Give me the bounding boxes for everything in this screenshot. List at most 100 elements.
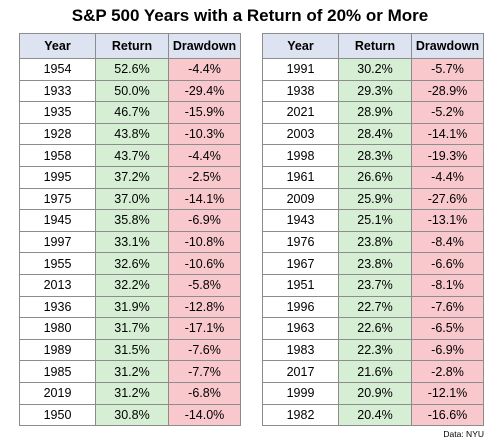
- table-row: 2009 25.9% -27.6%: [262, 187, 484, 211]
- drawdown-cell: -6.9%: [411, 338, 484, 362]
- header-return: Return: [338, 33, 412, 59]
- year-cell: 1991: [262, 58, 339, 81]
- return-cell: 22.3%: [338, 338, 412, 362]
- return-cell: 35.8%: [95, 209, 169, 232]
- return-cell: 37.0%: [95, 187, 169, 211]
- table-row: 1935 46.7% -15.9%: [19, 101, 241, 124]
- table-row: 1991 30.2% -5.7%: [262, 58, 484, 81]
- drawdown-cell: -12.1%: [411, 381, 484, 405]
- return-cell: 37.2%: [95, 165, 169, 189]
- year-cell: 2019: [19, 381, 96, 405]
- year-cell: 1943: [262, 209, 339, 232]
- table-row: 1982 20.4% -16.6%: [262, 403, 484, 427]
- return-cell: 28.4%: [338, 122, 412, 146]
- drawdown-cell: -6.5%: [411, 317, 484, 340]
- drawdown-cell: -4.4%: [411, 165, 484, 189]
- year-cell: 2003: [262, 122, 339, 146]
- return-cell: 22.7%: [338, 295, 412, 319]
- year-cell: 1983: [262, 338, 339, 362]
- drawdown-cell: -10.6%: [168, 252, 241, 275]
- right-table: Year Return Drawdown 1991 30.2% -5.7% 1938 2…: [262, 33, 484, 427]
- year-cell: 1935: [19, 101, 96, 124]
- drawdown-cell: -27.6%: [411, 187, 484, 211]
- table-row: 1983 22.3% -6.9%: [262, 338, 484, 362]
- table-row: 1938 29.3% -28.9%: [262, 79, 484, 103]
- table-row: 1995 37.2% -2.5%: [19, 165, 241, 189]
- drawdown-cell: -14.0%: [168, 403, 241, 427]
- drawdown-cell: -8.1%: [411, 273, 484, 297]
- year-cell: 1999: [262, 381, 339, 405]
- header-row: Year Return Drawdown: [19, 33, 241, 59]
- drawdown-cell: -12.8%: [168, 295, 241, 319]
- drawdown-cell: -6.9%: [168, 209, 241, 232]
- table-row: 1951 23.7% -8.1%: [262, 273, 484, 297]
- table-row: 1961 26.6% -4.4%: [262, 165, 484, 189]
- year-cell: 1995: [19, 165, 96, 189]
- year-cell: 1933: [19, 79, 96, 103]
- year-cell: 1967: [262, 252, 339, 275]
- table-row: 1999 20.9% -12.1%: [262, 381, 484, 405]
- return-cell: 50.0%: [95, 79, 169, 103]
- year-cell: 1958: [19, 144, 96, 167]
- drawdown-cell: -8.4%: [411, 230, 484, 254]
- table-row: 2013 32.2% -5.8%: [19, 273, 241, 297]
- left-table: Year Return Drawdown 1954 52.6% -4.4% 1933 5…: [19, 33, 241, 427]
- table-row: 1997 33.1% -10.8%: [19, 230, 241, 254]
- return-cell: 26.6%: [338, 165, 412, 189]
- return-cell: 29.3%: [338, 79, 412, 103]
- return-cell: 52.6%: [95, 58, 169, 81]
- drawdown-cell: -29.4%: [168, 79, 241, 103]
- drawdown-cell: -4.4%: [168, 144, 241, 167]
- drawdown-cell: -28.9%: [411, 79, 484, 103]
- header-drawdown: Drawdown: [411, 33, 484, 59]
- return-cell: 43.8%: [95, 122, 169, 146]
- drawdown-cell: -4.4%: [168, 58, 241, 81]
- year-cell: 1985: [19, 360, 96, 383]
- drawdown-cell: -13.1%: [411, 209, 484, 232]
- return-cell: 32.6%: [95, 252, 169, 275]
- drawdown-cell: -15.9%: [168, 101, 241, 124]
- year-cell: 1961: [262, 165, 339, 189]
- table-row: 1996 22.7% -7.6%: [262, 295, 484, 319]
- drawdown-cell: -19.3%: [411, 144, 484, 167]
- header-year: Year: [19, 33, 96, 59]
- year-cell: 1954: [19, 58, 96, 81]
- table-row: 1975 37.0% -14.1%: [19, 187, 241, 211]
- drawdown-cell: -6.8%: [168, 381, 241, 405]
- drawdown-cell: -5.7%: [411, 58, 484, 81]
- table-row: 2003 28.4% -14.1%: [262, 122, 484, 146]
- drawdown-cell: -17.1%: [168, 317, 241, 340]
- year-cell: 1963: [262, 317, 339, 340]
- drawdown-cell: -2.8%: [411, 360, 484, 383]
- drawdown-cell: -2.5%: [168, 165, 241, 189]
- year-cell: 1938: [262, 79, 339, 103]
- return-cell: 43.7%: [95, 144, 169, 167]
- return-cell: 31.9%: [95, 295, 169, 319]
- drawdown-cell: -10.8%: [168, 230, 241, 254]
- drawdown-cell: -7.6%: [411, 295, 484, 319]
- return-cell: 28.3%: [338, 144, 412, 167]
- table-row: 1989 31.5% -7.6%: [19, 338, 241, 362]
- drawdown-cell: -6.6%: [411, 252, 484, 275]
- return-cell: 30.8%: [95, 403, 169, 427]
- return-cell: 31.7%: [95, 317, 169, 340]
- header-return: Return: [95, 33, 169, 59]
- drawdown-cell: -7.7%: [168, 360, 241, 383]
- table-row: 1985 31.2% -7.7%: [19, 360, 241, 383]
- chart-title: S&P 500 Years with a Return of 20% or Mo…: [71, 6, 429, 25]
- year-cell: 1989: [19, 338, 96, 362]
- year-cell: 1936: [19, 295, 96, 319]
- return-cell: 30.2%: [338, 58, 412, 81]
- return-cell: 20.9%: [338, 381, 412, 405]
- year-cell: 1996: [262, 295, 339, 319]
- year-cell: 1982: [262, 403, 339, 427]
- table-row: 1963 22.6% -6.5%: [262, 317, 484, 340]
- table-row: 1943 25.1% -13.1%: [262, 209, 484, 232]
- year-cell: 1998: [262, 144, 339, 167]
- year-cell: 2017: [262, 360, 339, 383]
- drawdown-cell: -14.1%: [168, 187, 241, 211]
- return-cell: 22.6%: [338, 317, 412, 340]
- return-cell: 25.1%: [338, 209, 412, 232]
- year-cell: 1997: [19, 230, 96, 254]
- drawdown-cell: -7.6%: [168, 338, 241, 362]
